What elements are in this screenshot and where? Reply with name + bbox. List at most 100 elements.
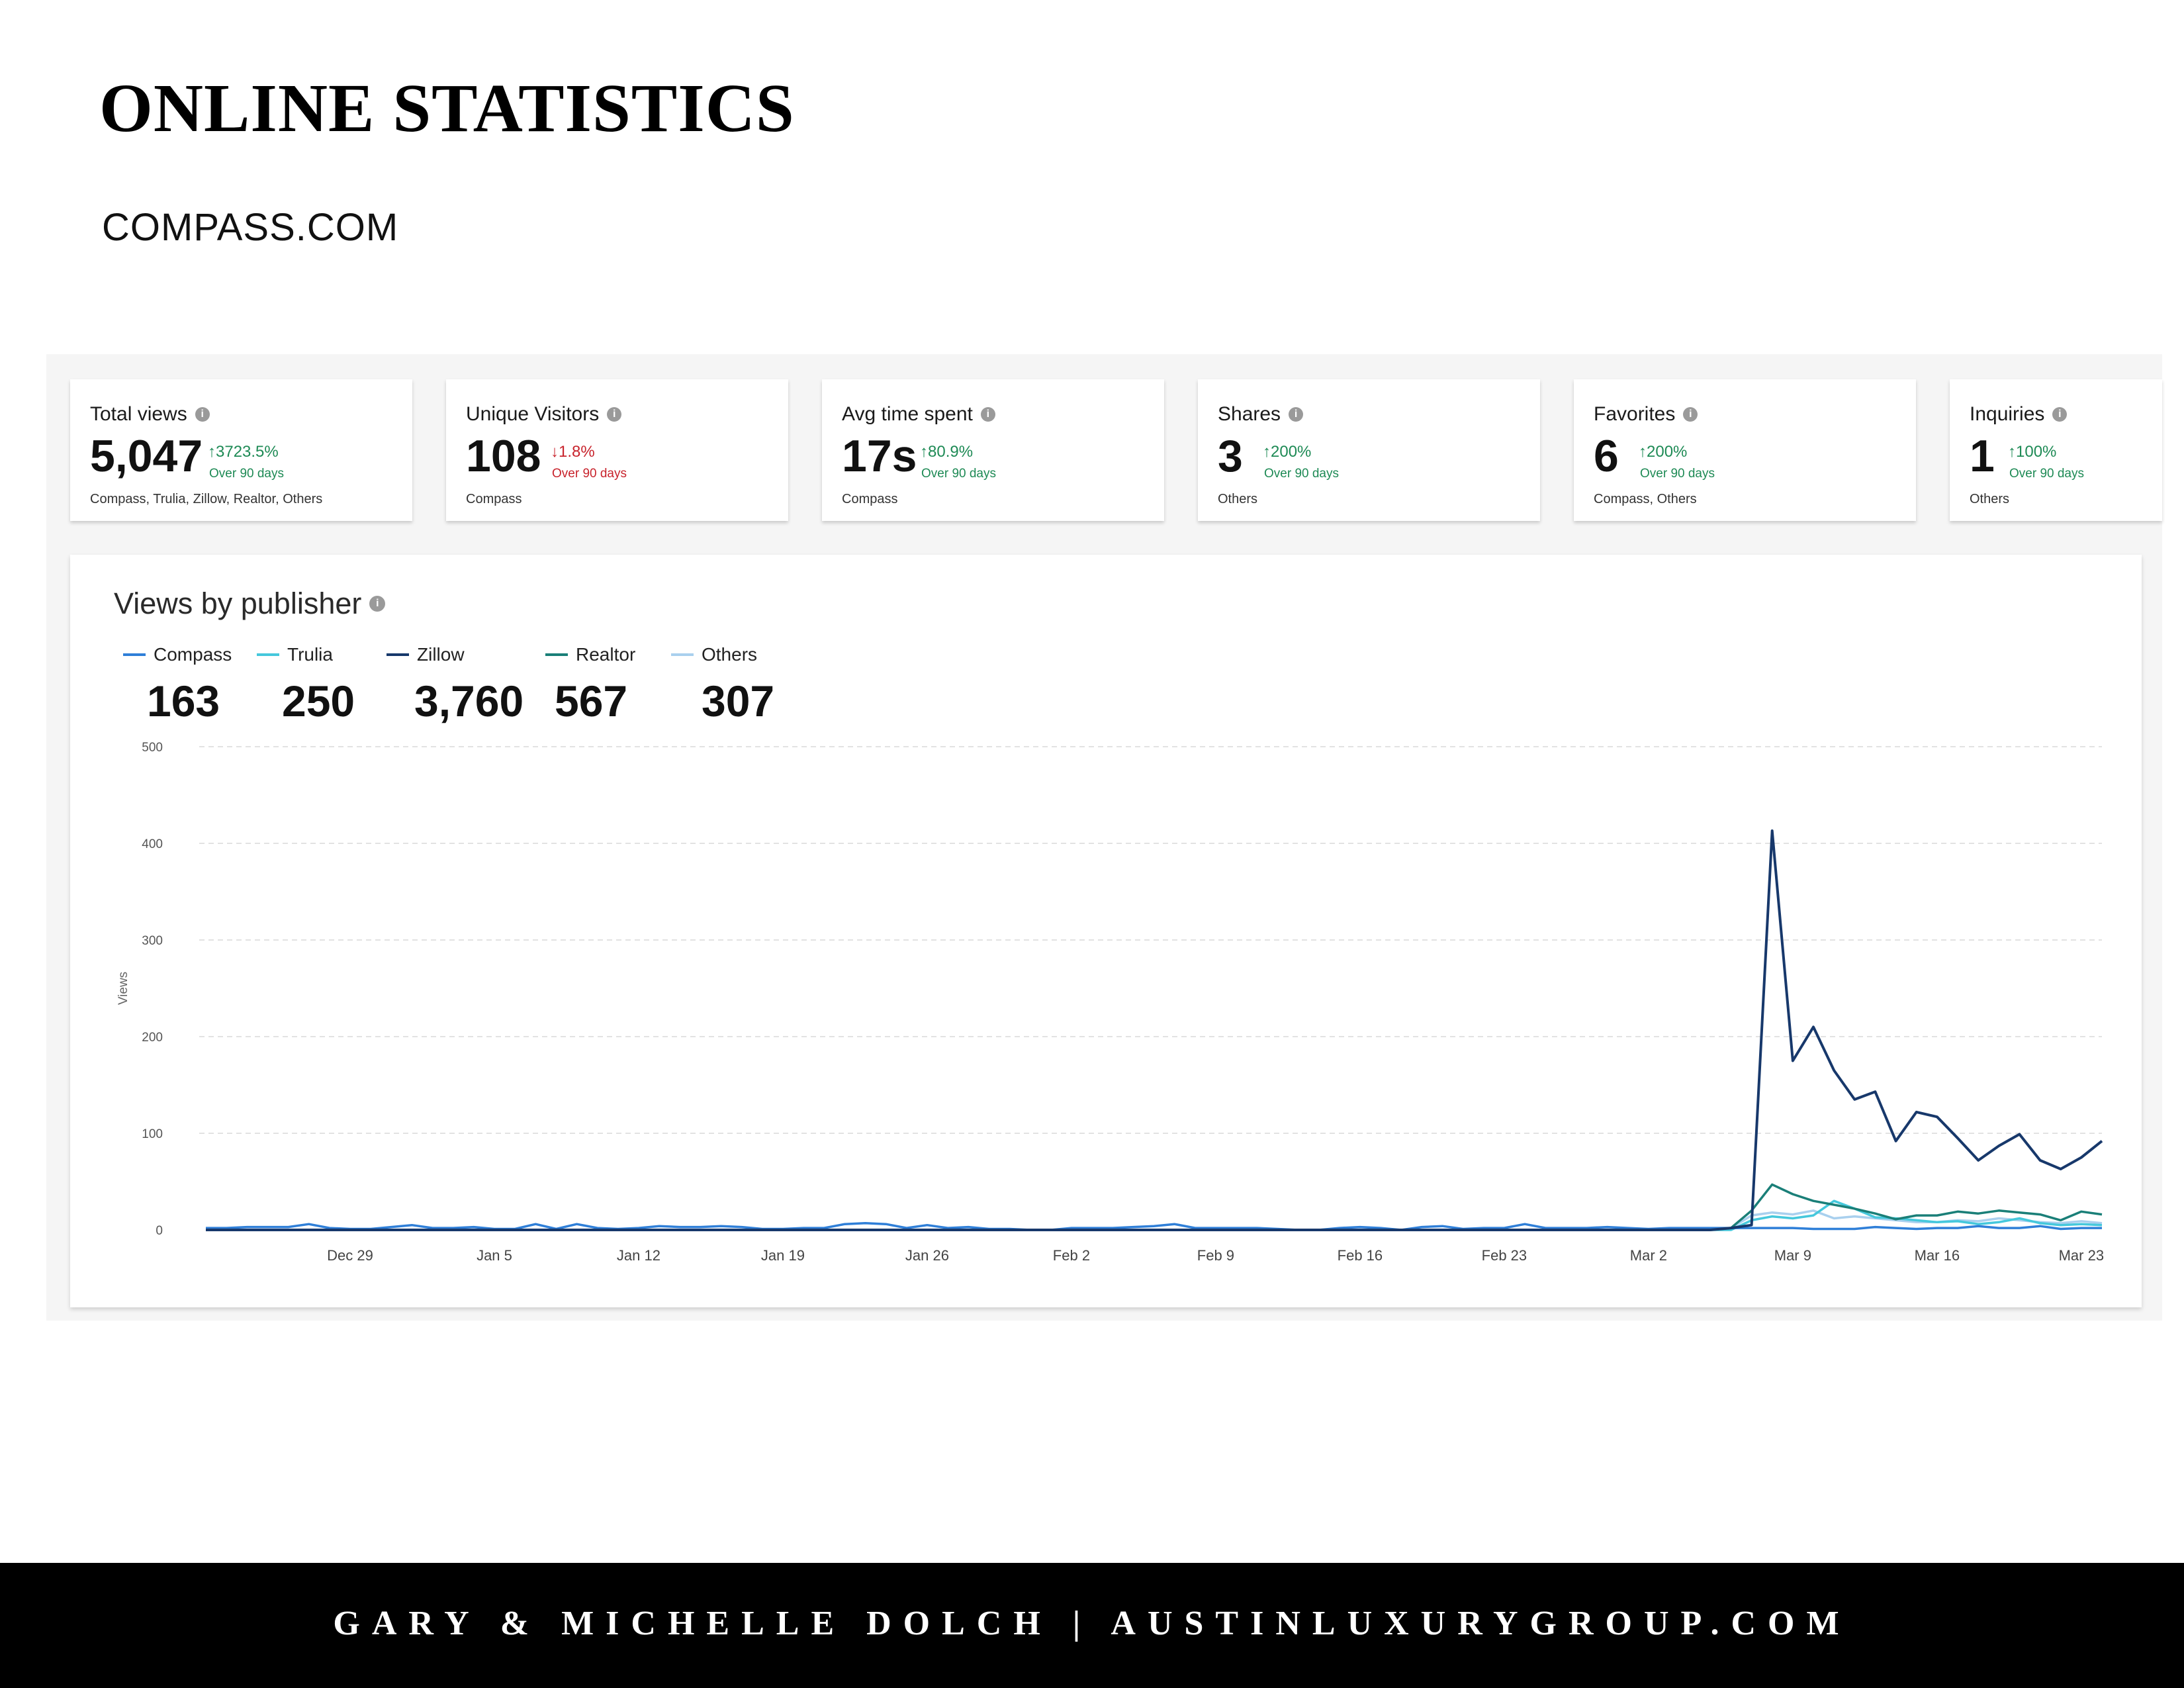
info-icon[interactable]: i: [369, 596, 386, 612]
info-icon[interactable]: i: [1289, 407, 1304, 422]
stat-period: Over 90 days: [1640, 467, 1715, 481]
stat-label-text: Avg time spent: [842, 403, 973, 425]
stat-change-value: 80.9%: [928, 443, 974, 461]
legend-swatch: [257, 653, 279, 656]
stat-value: 17s: [842, 431, 917, 481]
legend-entry: Realtor: [545, 644, 635, 665]
x-tick-label: Mar 23: [2059, 1247, 2104, 1264]
y-tick-label: 300: [142, 934, 163, 948]
x-tick-label: Feb 9: [1197, 1247, 1234, 1264]
legend-swatch: [123, 653, 146, 656]
legend-total: 567: [555, 677, 628, 726]
stat-period: Over 90 days: [209, 467, 284, 481]
info-icon[interactable]: i: [195, 407, 210, 422]
stat-change: ↑200%: [1639, 443, 1687, 461]
info-icon[interactable]: i: [607, 407, 622, 422]
series-line-zillow[interactable]: [206, 829, 2103, 1231]
y-tick-label: 0: [156, 1224, 163, 1238]
stat-card-avg-time-spent: Avg time spent i 17s ↑80.9% Over 90 days Comp…: [822, 379, 1164, 521]
legend-total: 3,760: [414, 677, 524, 726]
stat-change: ↓1.8%: [551, 443, 595, 461]
stat-sources: Compass: [466, 492, 522, 506]
stat-sources: Compass, Others: [1594, 492, 1697, 506]
legend-label: Trulia: [287, 644, 333, 665]
legend-label: Zillow: [417, 644, 465, 665]
stat-label-text: Unique Visitors: [466, 403, 600, 425]
stat-label: Unique Visitors i: [466, 403, 622, 426]
stat-card-inquiries: Inquiries i 1 ↑100% Over 90 days Others: [1950, 379, 2162, 521]
stat-label: Avg time spent i: [842, 403, 995, 426]
stat-value: 5,047: [90, 431, 203, 481]
legend-total: 163: [147, 677, 220, 726]
legend-item-compass[interactable]: Compass 163: [123, 644, 232, 726]
stat-card-unique-visitors: Unique Visitors i 108 ↓1.8% Over 90 days Comp…: [446, 379, 788, 521]
legend-item-trulia[interactable]: Trulia 250: [257, 644, 355, 726]
stat-period: Over 90 days: [2009, 467, 2084, 481]
arrow-up-icon: ↑: [2008, 443, 2016, 461]
arrow-down-icon: ↓: [551, 443, 559, 461]
legend-swatch: [545, 653, 568, 656]
stat-sources: Compass, Trulia, Zillow, Realtor, Others: [90, 492, 323, 506]
info-icon[interactable]: i: [1683, 407, 1698, 422]
stat-change: ↑100%: [2008, 443, 2056, 461]
x-tick-label: Jan 19: [761, 1247, 805, 1264]
x-tick-label: Mar 9: [1774, 1247, 1811, 1264]
page-subtitle: COMPASS.COM: [102, 206, 399, 249]
legend-item-others[interactable]: Others 307: [671, 644, 774, 726]
stat-sources: Others: [1218, 492, 1258, 506]
info-icon[interactable]: i: [2052, 407, 2068, 422]
legend-item-realtor[interactable]: Realtor 567: [545, 644, 635, 726]
info-icon[interactable]: i: [980, 407, 995, 422]
legend-total: 250: [282, 677, 355, 726]
stat-value: 6: [1594, 431, 1619, 481]
stat-period: Over 90 days: [552, 467, 627, 481]
stat-period: Over 90 days: [1264, 467, 1339, 481]
legend-entry: Others: [671, 644, 757, 665]
x-tick-label: Feb 16: [1338, 1247, 1383, 1264]
stat-change: ↑3723.5%: [208, 443, 279, 461]
y-tick-label: 100: [142, 1127, 163, 1141]
x-tick-label: Mar 16: [1915, 1247, 1960, 1264]
stat-change-value: 3723.5%: [216, 443, 279, 461]
y-axis-label: Views: [116, 972, 130, 1005]
legend-entry: Compass: [123, 644, 232, 665]
chart-title: Views by publisher: [114, 586, 362, 620]
stat-sources: Compass: [842, 492, 898, 506]
views-by-publisher-panel: Views by publisher i Compass 163 Trulia 250…: [70, 555, 2142, 1307]
stat-label: Inquiries i: [1970, 403, 2068, 426]
views-line-chart: 0 100 200 300 400 500 Views Dec 29 Jan 5 Jan 12 Ja…: [116, 741, 2104, 1264]
stat-label: Favorites i: [1594, 403, 1698, 426]
footer-bar: GARY & MICHELLE DOLCH | AUSTINLUXURYGROU…: [0, 1563, 2184, 1688]
stat-change-value: 200%: [1647, 443, 1688, 461]
page-title: ONLINE STATISTICS: [99, 70, 795, 146]
arrow-up-icon: ↑: [208, 443, 216, 461]
stat-change-value: 200%: [1271, 443, 1312, 461]
stat-change-value: 1.8%: [559, 443, 595, 461]
legend-total: 307: [702, 677, 775, 726]
legend-swatch: [387, 653, 409, 656]
stat-label: Shares i: [1218, 403, 1304, 426]
stat-label-text: Total views: [90, 403, 187, 425]
y-tick-label: 400: [142, 837, 163, 851]
legend-label: Compass: [154, 644, 232, 665]
y-tick-label: 500: [142, 741, 163, 755]
arrow-up-icon: ↑: [1263, 443, 1271, 461]
stat-value: 108: [466, 431, 541, 481]
dashboard-screenshot: Total views i 5,047 ↑3723.5% Over 90 days Com…: [46, 354, 2162, 1321]
legend-item-zillow[interactable]: Zillow 3,760: [387, 644, 523, 726]
y-tick-label: 200: [142, 1031, 163, 1045]
legend-label: Others: [702, 644, 758, 665]
chart-title-row: Views by publisher i: [114, 586, 386, 621]
legend-entry: Zillow: [387, 644, 465, 665]
stat-period: Over 90 days: [921, 467, 996, 481]
stat-change-value: 100%: [2016, 443, 2057, 461]
series-line-realtor[interactable]: [206, 1183, 2103, 1231]
stat-value: 3: [1218, 431, 1243, 481]
stat-label-text: Shares: [1218, 403, 1281, 425]
stat-label-text: Inquiries: [1970, 403, 2045, 425]
x-tick-label: Feb 2: [1053, 1247, 1090, 1264]
series-line-compass[interactable]: [206, 1222, 2102, 1231]
stat-change: ↑80.9%: [920, 443, 973, 461]
legend-label: Realtor: [576, 644, 636, 665]
stat-card-total-views: Total views i 5,047 ↑3723.5% Over 90 days Com…: [70, 379, 412, 521]
